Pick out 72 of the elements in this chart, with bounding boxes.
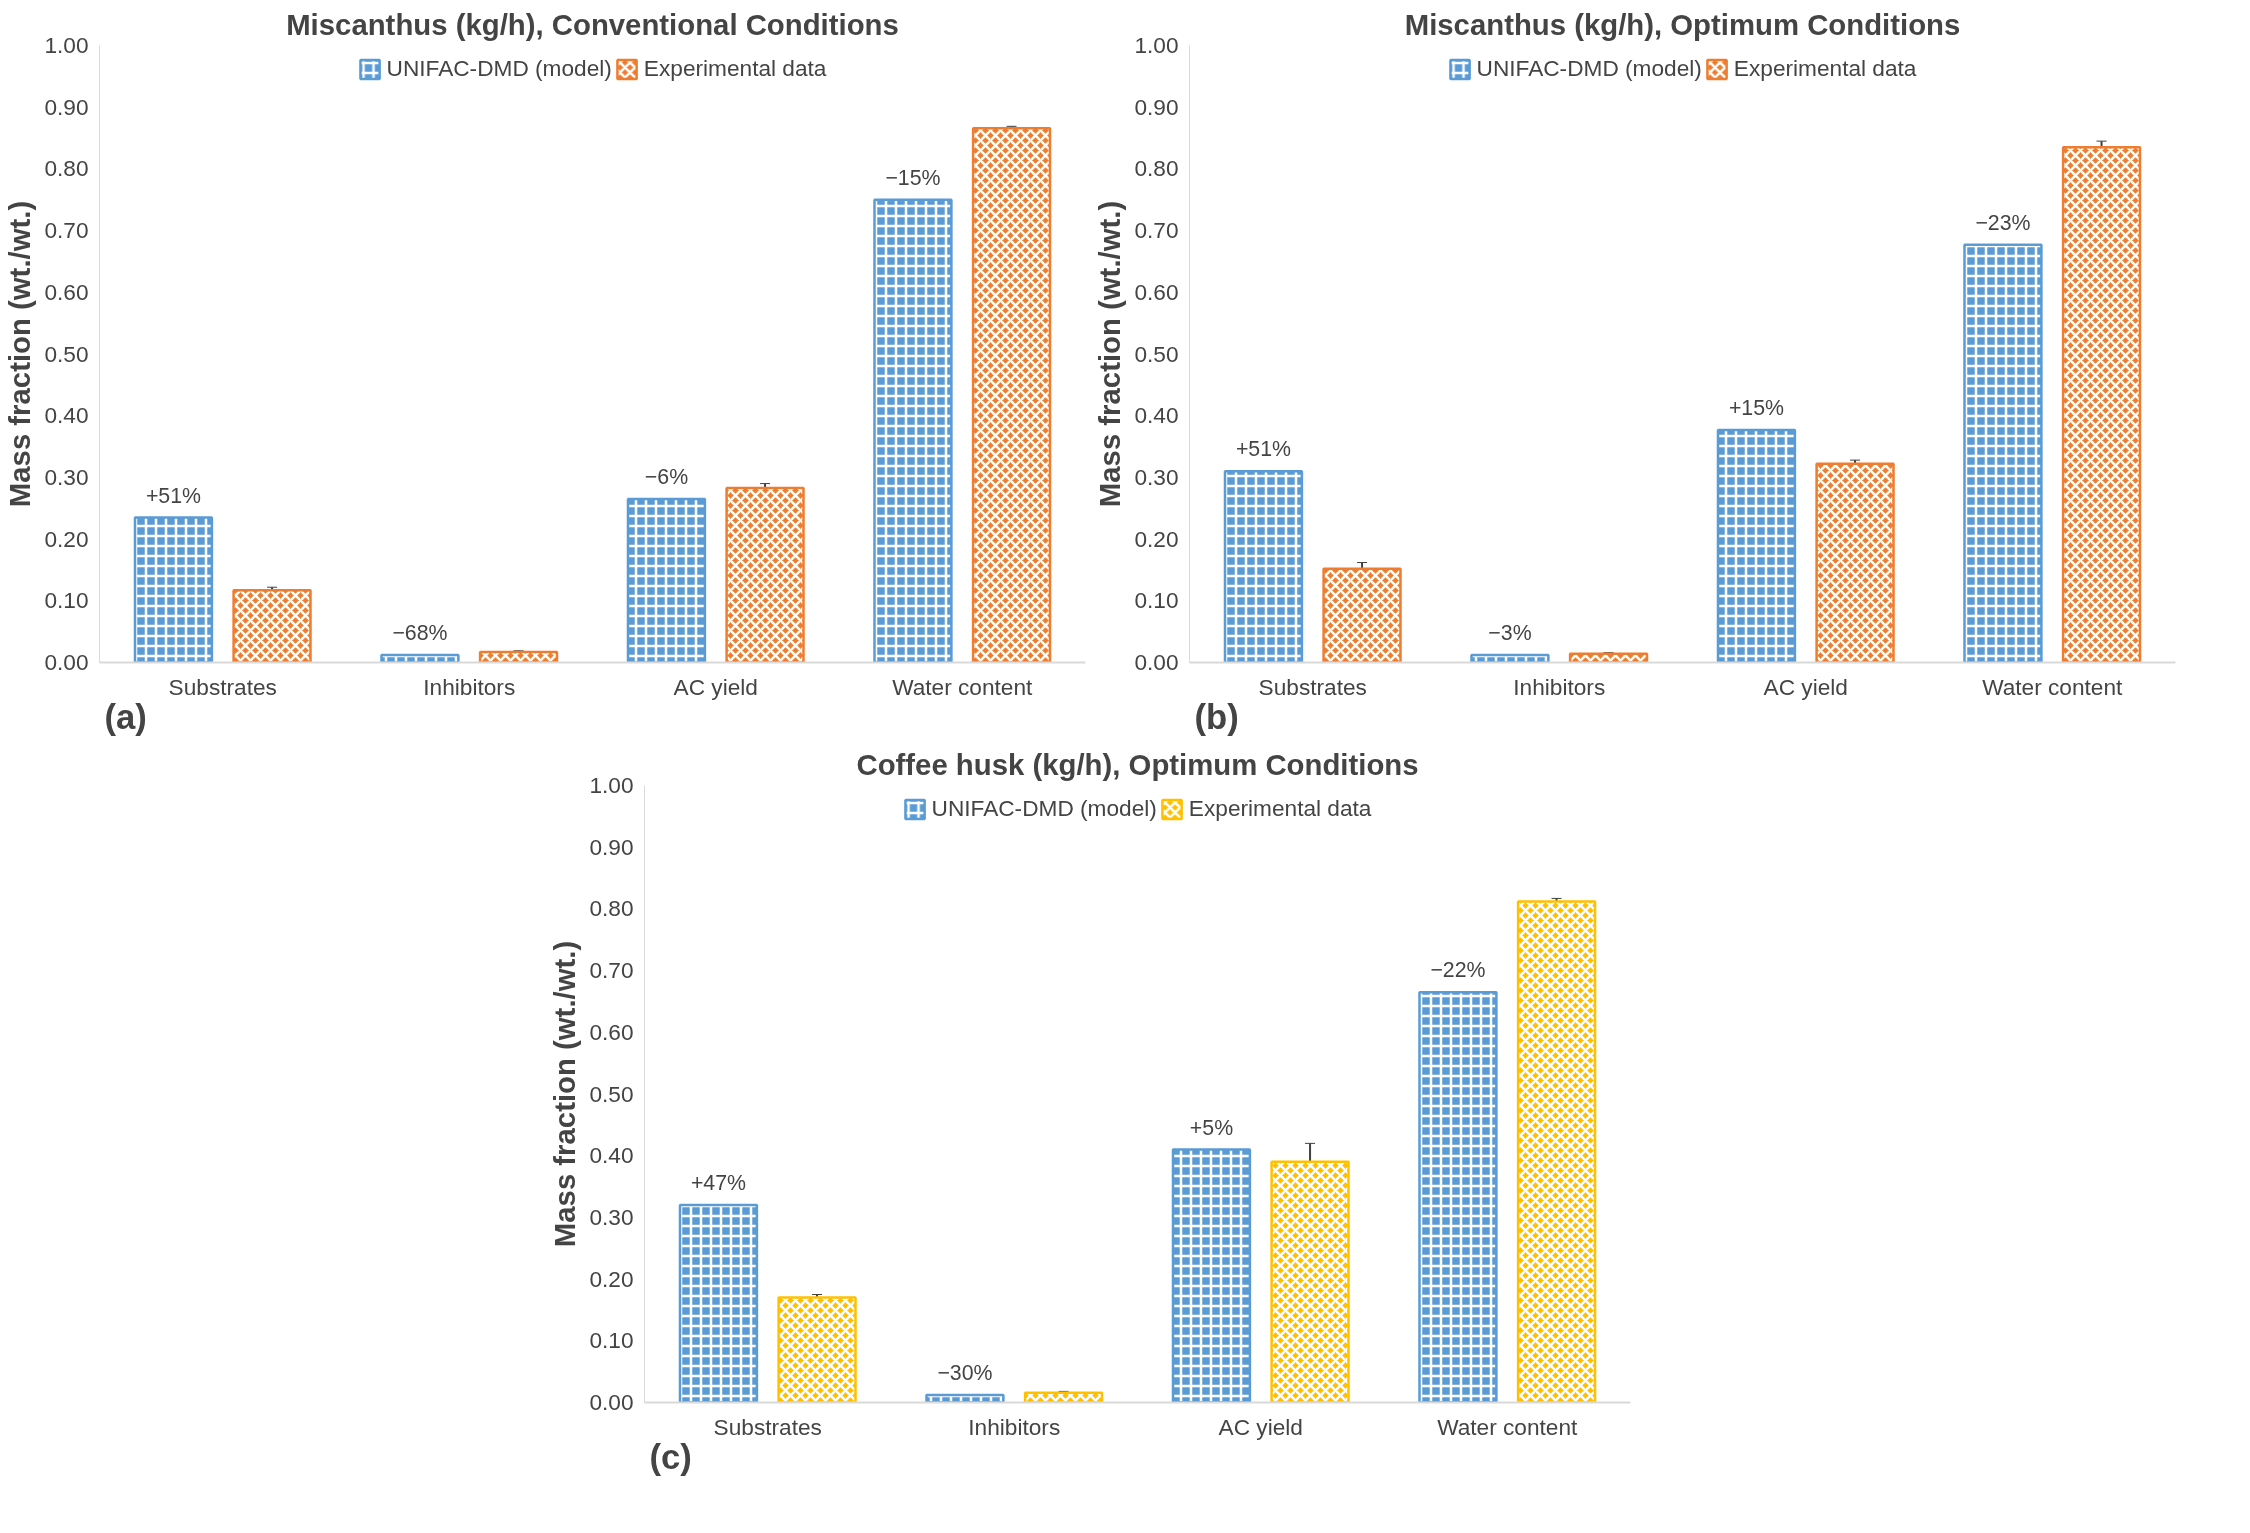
- y-tick-label: 0.30: [44, 463, 89, 490]
- y-tick-label: 0.50: [589, 1080, 634, 1107]
- x-tick-label: AC yield: [673, 673, 758, 700]
- annotation: +51%: [1235, 437, 1292, 462]
- annotation: +47%: [690, 1171, 747, 1196]
- y-tick-label: 0.10: [589, 1327, 634, 1354]
- y-tick-label: 0.40: [1134, 402, 1179, 429]
- y-tick-label: 0.20: [589, 1265, 634, 1292]
- y-axis-title: Mass fraction (wt./wt.): [548, 940, 582, 1248]
- y-tick-label: 0.40: [589, 1142, 634, 1169]
- y-tick-label: 0.60: [589, 1018, 634, 1045]
- legend-label: UNIFAC-DMD (model): [386, 55, 612, 82]
- x-tick-label: AC yield: [1763, 673, 1848, 700]
- annotation: +5%: [1189, 1115, 1234, 1140]
- x-tick-label: Substrates: [713, 1413, 822, 1440]
- x-tick-label: Water content: [892, 673, 1034, 700]
- y-tick-label: 0.70: [1134, 217, 1179, 244]
- annotation: −23%: [1975, 210, 2031, 235]
- annotation: −68%: [392, 621, 448, 646]
- annotation: −22%: [1430, 958, 1486, 983]
- y-tick-label: 0.40: [44, 402, 89, 429]
- annotation: −6%: [644, 464, 689, 489]
- y-tick-label: 1.00: [44, 32, 89, 58]
- chart-title: Miscanthus (kg/h), Conventional Conditions: [286, 7, 899, 41]
- y-tick-label: 0.00: [1134, 649, 1179, 675]
- text: (a): [104, 697, 147, 736]
- y-tick-label: 0.00: [44, 649, 89, 675]
- y-tick-label: 0.80: [589, 895, 634, 922]
- y-tick-label: 0.30: [589, 1203, 634, 1230]
- y-tick-label: 0.50: [1134, 340, 1179, 367]
- chart-title: Coffee husk (kg/h), Optimum Conditions: [856, 747, 1419, 781]
- y-tick-label: 1.00: [1134, 32, 1179, 58]
- annotation: −3%: [1488, 621, 1532, 646]
- y-tick-label: 0.70: [44, 217, 89, 244]
- x-tick-label: Water content: [1437, 1413, 1579, 1440]
- annotation: −30%: [937, 1361, 993, 1386]
- text: (b): [1194, 697, 1239, 736]
- y-tick-label: 0.80: [44, 155, 89, 182]
- chart-title: Miscanthus (kg/h), Optimum Conditions: [1404, 7, 1961, 41]
- y-tick-label: 0.80: [1134, 155, 1179, 182]
- y-tick-label: 0.90: [44, 93, 89, 120]
- y-tick-label: 0.50: [44, 340, 89, 367]
- text: (c): [649, 1437, 692, 1476]
- x-tick-label: Inhibitors: [1513, 673, 1606, 700]
- x-tick-label: Inhibitors: [968, 1413, 1061, 1440]
- annotation: −15%: [885, 165, 941, 190]
- legend-label: Experimental data: [1733, 55, 1917, 82]
- x-tick-label: Inhibitors: [423, 673, 516, 700]
- x-tick-label: AC yield: [1218, 1413, 1303, 1440]
- y-tick-label: 0.60: [44, 278, 89, 305]
- y-tick-label: 0.60: [1134, 278, 1179, 305]
- legend-label: Experimental data: [1188, 795, 1372, 822]
- y-tick-label: 1.00: [589, 772, 634, 798]
- x-tick-label: Substrates: [1258, 673, 1367, 700]
- y-tick-label: 0.00: [589, 1389, 634, 1415]
- y-tick-label: 0.10: [44, 587, 89, 614]
- legend-label: UNIFAC-DMD (model): [931, 795, 1157, 822]
- annotation: +51%: [145, 483, 202, 508]
- y-axis-title: Mass fraction (wt./wt.): [3, 200, 37, 508]
- legend-label: Experimental data: [643, 55, 827, 82]
- y-tick-label: 0.20: [44, 525, 89, 552]
- y-tick-label: 0.30: [1134, 463, 1179, 490]
- y-tick-label: 0.90: [1134, 93, 1179, 120]
- y-tick-label: 0.10: [1134, 587, 1179, 614]
- y-tick-label: 0.90: [589, 833, 634, 860]
- legend-label: UNIFAC-DMD (model): [1476, 55, 1702, 82]
- x-tick-label: Substrates: [168, 673, 277, 700]
- y-axis-title: Mass fraction (wt./wt.): [1093, 200, 1127, 508]
- x-tick-label: Water content: [1982, 673, 2124, 700]
- y-tick-label: 0.20: [1134, 525, 1179, 552]
- y-tick-label: 0.70: [589, 957, 634, 984]
- annotation: +15%: [1728, 395, 1785, 420]
